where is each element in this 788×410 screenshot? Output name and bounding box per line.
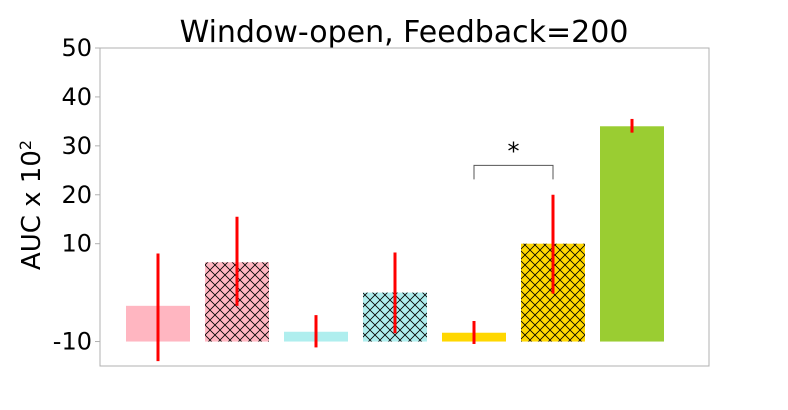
y-axis-label-text: AUC x 10	[17, 150, 47, 270]
plot-frame	[99, 47, 710, 367]
y-tick-label: 10	[61, 230, 92, 258]
significance-star: *	[508, 137, 520, 165]
significance-bracket	[473, 164, 554, 180]
y-tick-label: 50	[61, 34, 92, 62]
y-axis-ticks: -10 10 20 30 40 50	[53, 34, 100, 356]
y-axis-label-superscript: 2	[16, 140, 35, 150]
y-tick-label: 20	[61, 181, 92, 209]
significance-annotation: *	[473, 137, 554, 180]
y-tick-label: 40	[61, 83, 92, 111]
bar-7	[600, 126, 664, 342]
y-axis-label: AUC x 102	[16, 140, 48, 270]
y-tick-label: -10	[53, 328, 92, 356]
error-bars-group	[156, 118, 634, 362]
svg-text:AUC x 102: AUC x 102	[16, 140, 48, 270]
y-tick-label: 30	[61, 132, 92, 160]
chart-title: Window-open, Feedback=200	[180, 15, 629, 50]
